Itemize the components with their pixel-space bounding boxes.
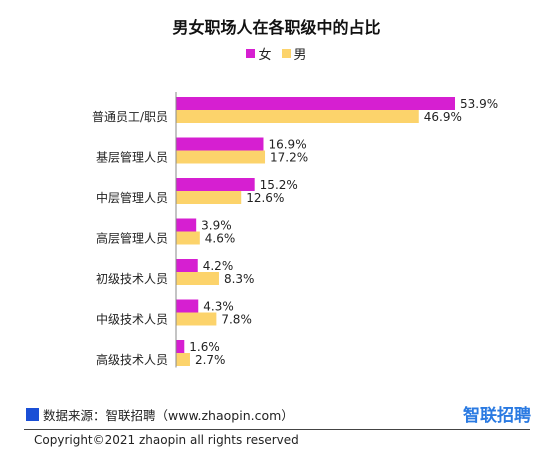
legend-item-female: 女	[246, 44, 272, 63]
bar-female	[176, 97, 455, 110]
bar-female	[176, 218, 197, 232]
data-label: 7.8%	[221, 313, 252, 327]
bar-female	[176, 340, 185, 353]
data-label: 17.2%	[270, 151, 308, 165]
data-label: 4.6%	[205, 232, 236, 246]
bar-male	[176, 191, 242, 204]
data-label: 4.3%	[203, 300, 234, 314]
legend-item-male: 男	[281, 44, 307, 63]
bar-female	[176, 299, 199, 313]
category-label: 初级技术人员	[96, 272, 168, 286]
data-label: 12.6%	[246, 191, 284, 205]
category-label: 中级技术人员	[96, 312, 168, 327]
data-label: 15.2%	[260, 178, 298, 192]
data-label: 2.7%	[195, 353, 226, 367]
data-label: 46.9%	[424, 110, 462, 124]
category-label: 高级技术人员	[96, 352, 168, 367]
category-label: 基层管理人员	[96, 150, 168, 165]
category-label: 中层管理人员	[96, 190, 168, 205]
bar-female	[176, 137, 264, 151]
bar-female	[176, 178, 255, 191]
bar-male	[176, 231, 200, 245]
source-text: 数据来源：智联招聘（www.zhaopin.com）	[43, 408, 294, 423]
legend: 女 男	[0, 44, 553, 63]
footer-divider	[24, 429, 530, 430]
bar-male	[176, 272, 219, 285]
data-label: 8.3%	[224, 272, 255, 286]
bar-male	[176, 312, 217, 326]
category-label: 高层管理人员	[96, 231, 168, 246]
bar-male	[176, 150, 266, 164]
category-label: 普通员工/职员	[92, 110, 168, 124]
bar-female	[176, 259, 198, 272]
data-label: 4.2%	[203, 259, 234, 273]
data-label: 53.9%	[460, 97, 498, 111]
legend-swatch-male	[281, 49, 291, 58]
bar-chart: 普通员工/职员 53.9%46.9% 基层管理人员 16.9%17.2% 中层管理人员 1…	[92, 92, 498, 368]
data-source: 数据来源：智联招聘（www.zhaopin.com）	[26, 405, 294, 424]
data-label: 1.6%	[189, 340, 220, 354]
legend-label-male: 男	[293, 48, 307, 63]
bar-male	[176, 353, 190, 366]
legend-swatch-female	[246, 49, 256, 58]
source-marker-icon	[26, 408, 39, 421]
bar-male	[176, 110, 419, 123]
copyright-text: Copyright©2021 zhaopin all rights reserv…	[34, 433, 299, 447]
brand-logo: 智联招聘	[463, 406, 531, 426]
data-label: 16.9%	[268, 138, 306, 152]
legend-label-female: 女	[258, 48, 272, 63]
chart-title: 男女职场人在各职级中的占比	[172, 18, 381, 37]
data-label: 3.9%	[201, 219, 232, 233]
